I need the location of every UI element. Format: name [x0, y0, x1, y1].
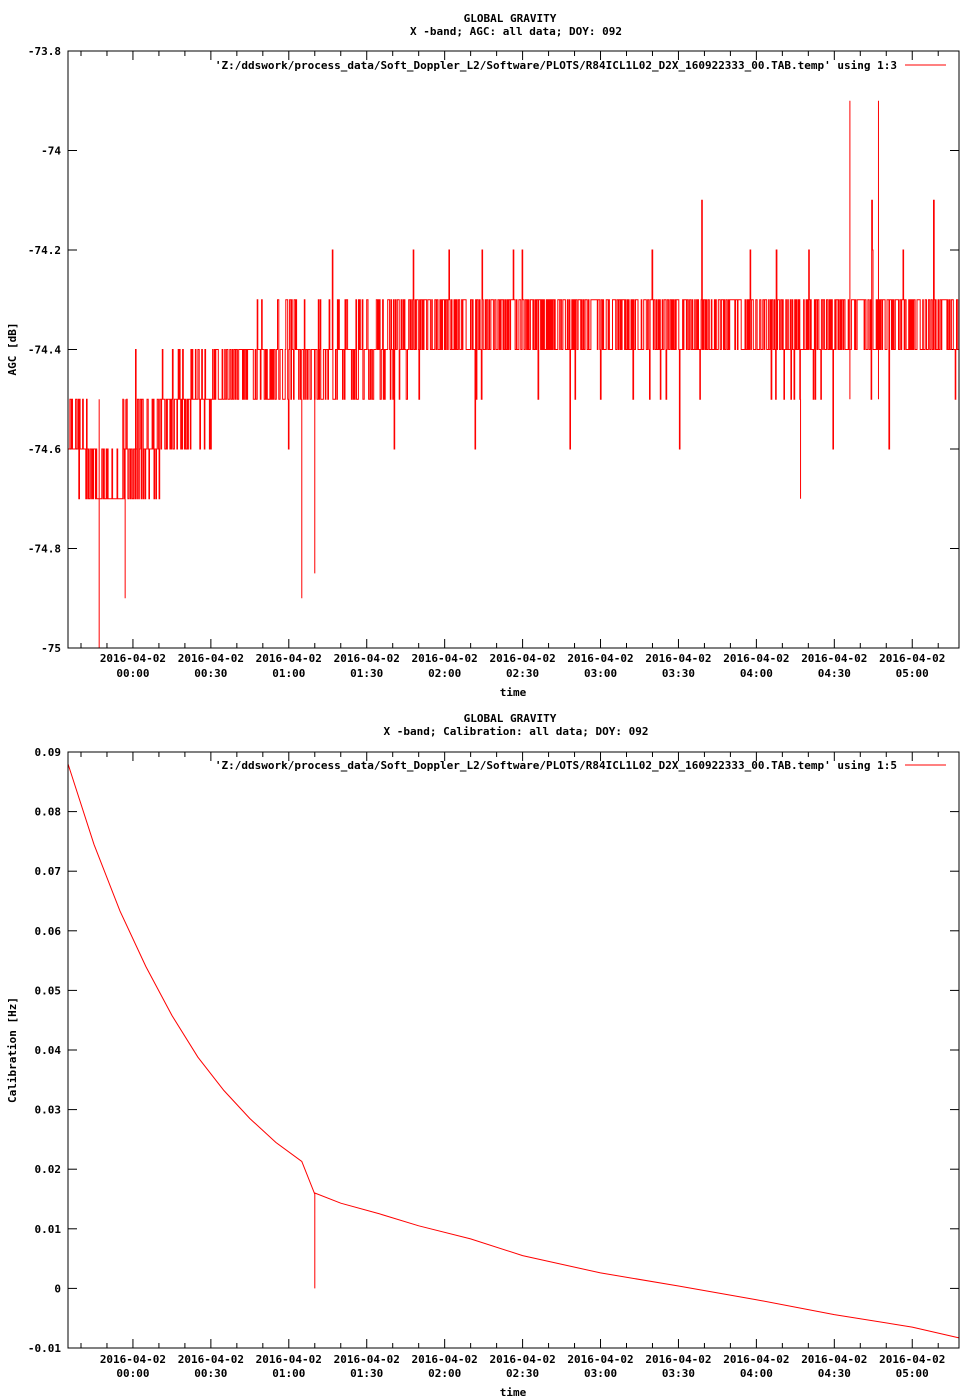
x-tick-label: 2016-04-02: [801, 652, 867, 665]
x-tick-label: 01:30: [350, 1367, 383, 1380]
x-axis-label: time: [500, 1386, 527, 1399]
x-tick-label: 03:30: [662, 667, 695, 680]
x-tick-label: 2016-04-02: [879, 1353, 945, 1366]
x-ticks: 2016-04-0200:002016-04-0200:302016-04-02…: [80, 752, 945, 1380]
x-tick-label: 00:00: [116, 667, 149, 680]
x-tick-label: 00:30: [194, 1367, 227, 1380]
x-tick-label: 2016-04-02: [723, 1353, 789, 1366]
y-axis-label: AGC [dB]: [6, 323, 19, 376]
x-tick-label: 01:00: [272, 1367, 305, 1380]
y-tick-label: 0: [54, 1282, 61, 1295]
calibration-chart: GLOBAL GRAVITY X -band; Calibration: all…: [6, 712, 960, 1399]
x-tick-label: 05:00: [896, 1367, 929, 1380]
x-tick-label: 04:30: [818, 1367, 851, 1380]
legend-label: 'Z:/ddswork/process_data/Soft_Doppler_L2…: [215, 59, 897, 72]
x-tick-label: 2016-04-02: [645, 652, 711, 665]
x-tick-label: 2016-04-02: [645, 1353, 711, 1366]
plot-frame: [67, 50, 960, 649]
x-tick-label: 02:30: [506, 1367, 539, 1380]
chart-subtitle: X -band; AGC: all data; DOY: 092: [410, 25, 622, 38]
x-tick-label: 03:00: [584, 667, 617, 680]
x-tick-label: 2016-04-02: [489, 1353, 555, 1366]
x-tick-label: 03:00: [584, 1367, 617, 1380]
x-tick-label: 2016-04-02: [489, 652, 555, 665]
y-tick-label: 0.09: [35, 746, 62, 759]
y-tick-label: -74.2: [28, 244, 61, 257]
x-tick-label: 2016-04-02: [879, 652, 945, 665]
x-tick-label: 2016-04-02: [178, 1353, 244, 1366]
y-tick-label: 0.04: [35, 1044, 62, 1057]
x-tick-label: 2016-04-02: [100, 652, 166, 665]
x-tick-label: 01:00: [272, 667, 305, 680]
y-tick-label: -73.8: [28, 45, 61, 58]
x-tick-label: 02:00: [428, 667, 461, 680]
x-tick-label: 02:30: [506, 667, 539, 680]
y-tick-label: 0.02: [35, 1163, 62, 1176]
y-ticks: -73.8 -74 -74.2 -74.4 -74.6 -74.8 -75: [28, 45, 959, 655]
x-tick-label: 03:30: [662, 1367, 695, 1380]
x-tick-label: 2016-04-02: [178, 652, 244, 665]
y-tick-label: 0.03: [35, 1104, 62, 1117]
x-tick-label: 00:30: [194, 667, 227, 680]
x-tick-label: 2016-04-02: [256, 1353, 322, 1366]
chart-title: GLOBAL GRAVITY: [464, 12, 557, 25]
x-tick-label: 2016-04-02: [567, 1353, 633, 1366]
legend-label: 'Z:/ddswork/process_data/Soft_Doppler_L2…: [215, 759, 897, 772]
x-tick-label: 02:00: [428, 1367, 461, 1380]
y-tick-label: -74: [41, 145, 61, 158]
y-tick-label: 0.06: [35, 925, 62, 938]
y-tick-label: 0.07: [35, 865, 62, 878]
chart-title: GLOBAL GRAVITY: [464, 712, 557, 725]
x-tick-label: 2016-04-02: [801, 1353, 867, 1366]
y-tick-label: 0.05: [35, 984, 62, 997]
x-tick-label: 00:00: [116, 1367, 149, 1380]
x-axis-label: time: [500, 686, 527, 699]
y-tick-label: -75: [41, 642, 61, 655]
plot-frame: [67, 751, 960, 1349]
x-tick-label: 04:30: [818, 667, 851, 680]
x-tick-label: 2016-04-02: [334, 652, 400, 665]
y-tick-label: -74.4: [28, 344, 61, 357]
y-tick-label: -74.8: [28, 543, 61, 556]
y-axis-label: Calibration [Hz]: [6, 997, 19, 1103]
x-tick-label: 04:00: [740, 667, 773, 680]
chart-subtitle: X -band; Calibration: all data; DOY: 092: [384, 725, 649, 738]
x-tick-label: 2016-04-02: [100, 1353, 166, 1366]
x-tick-label: 2016-04-02: [334, 1353, 400, 1366]
x-tick-label: 04:00: [740, 1367, 773, 1380]
x-tick-label: 2016-04-02: [412, 652, 478, 665]
x-tick-label: 01:30: [350, 667, 383, 680]
x-tick-label: 05:00: [896, 667, 929, 680]
x-tick-label: 2016-04-02: [723, 652, 789, 665]
data-series-line: [68, 199, 959, 500]
agc-chart: GLOBAL GRAVITY X -band; AGC: all data; D…: [6, 12, 960, 699]
y-tick-label: 0.01: [35, 1223, 62, 1236]
x-tick-label: 2016-04-02: [567, 652, 633, 665]
plot-area: [67, 763, 960, 1339]
y-tick-label: -74.6: [28, 443, 61, 456]
x-tick-label: 2016-04-02: [412, 1353, 478, 1366]
data-series-line: [67, 763, 960, 1339]
y-tick-label: -0.01: [28, 1342, 61, 1355]
plot-area: [68, 100, 959, 648]
x-ticks: 2016-04-02 00:00 2016-04-02 00:30 2016-04-02…: [80, 51, 945, 680]
x-tick-label: 2016-04-02: [256, 652, 322, 665]
y-tick-label: 0.08: [35, 806, 62, 819]
y-ticks: 0.09 0.08 0.07 0.06 0.05 0.04 0.03 0.02 0.01 0 -0.…: [28, 746, 959, 1355]
